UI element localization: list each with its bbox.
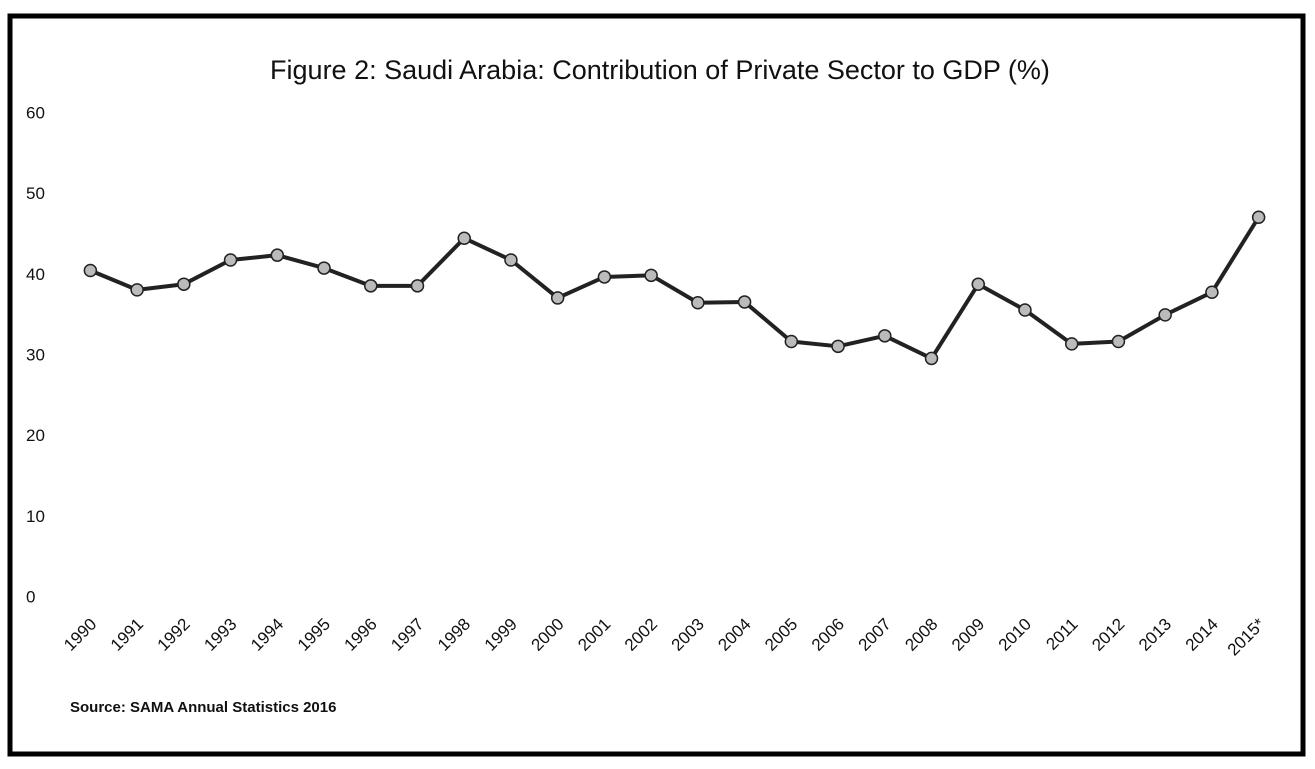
data-point	[831, 339, 845, 354]
data-point	[504, 253, 518, 267]
data-point	[971, 277, 985, 291]
data-point	[644, 268, 658, 283]
data-point	[1158, 308, 1172, 322]
data-point	[1205, 285, 1219, 300]
y-tick-label: 20	[26, 426, 45, 445]
data-point	[83, 263, 98, 278]
chart-frame	[7, 13, 1306, 757]
data-point	[550, 291, 565, 305]
data-point	[457, 231, 471, 245]
data-point	[597, 270, 612, 284]
y-tick-label: 30	[26, 345, 45, 364]
y-tick-label: 60	[26, 103, 45, 122]
data-point	[691, 296, 705, 310]
data-point	[1111, 334, 1126, 349]
data-point	[223, 253, 238, 267]
y-tick-label: 10	[26, 507, 45, 526]
data-point	[1018, 303, 1032, 317]
data-point	[410, 279, 425, 293]
data-point	[130, 283, 144, 297]
y-tick-label: 0	[26, 587, 35, 606]
data-point	[364, 279, 378, 293]
data-point	[924, 351, 939, 366]
y-tick-label: 50	[26, 184, 45, 203]
data-point	[1251, 210, 1266, 225]
data-point	[1064, 337, 1079, 351]
data-point	[878, 329, 892, 343]
source-note: Source: SAMA Annual Statistics 2016	[70, 699, 336, 716]
data-point	[784, 334, 799, 349]
data-point	[317, 261, 331, 275]
data-point	[737, 295, 752, 309]
data-point	[270, 248, 285, 262]
y-tick-label: 40	[26, 265, 45, 284]
chart-title: Figure 2: Saudi Arabia: Contribution of …	[270, 55, 1050, 85]
data-point	[177, 277, 191, 291]
series-line	[89, 216, 1261, 361]
